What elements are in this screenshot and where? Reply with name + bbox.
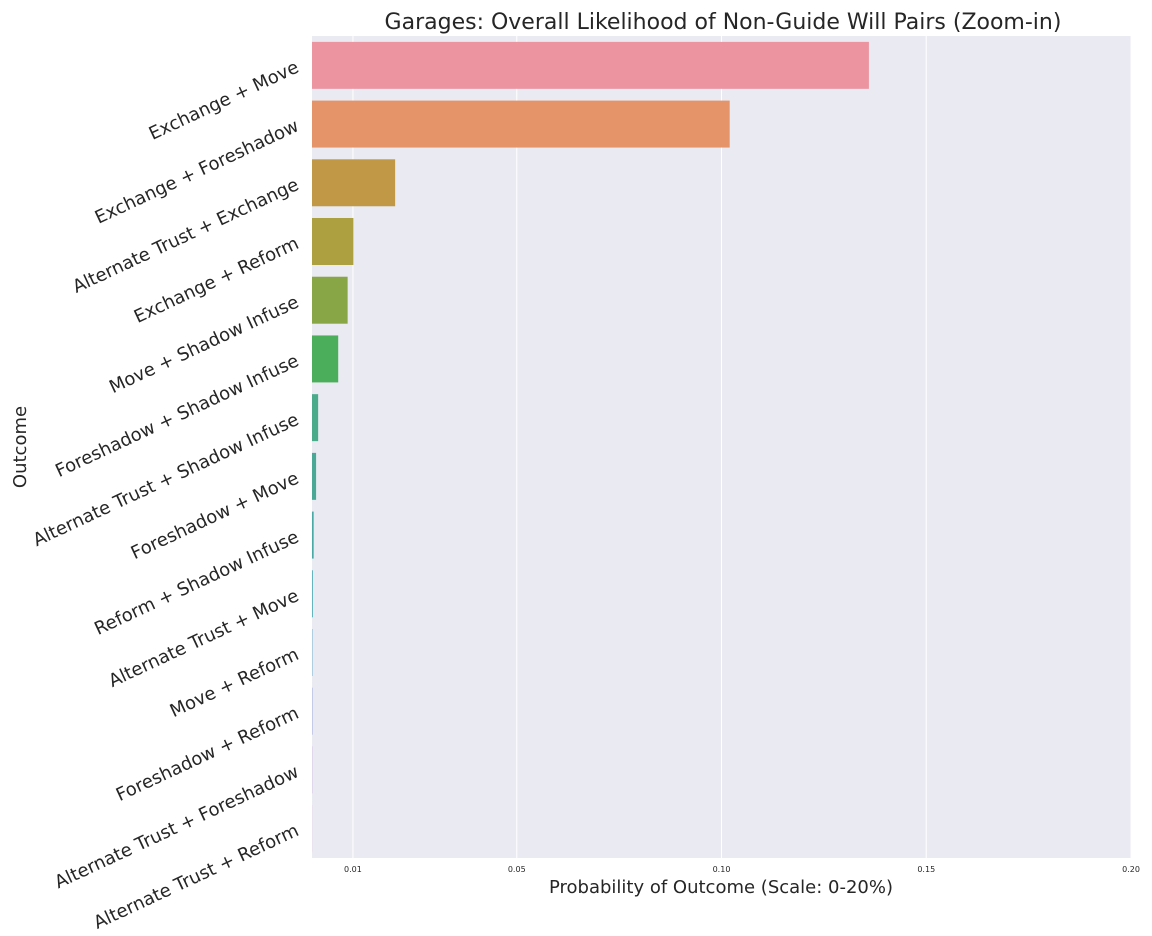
chart-title: Garages: Overall Likelihood of Non-Guide… [385, 10, 1062, 35]
y-tick-label-13: Alternate Trust + Reform [91, 820, 303, 934]
y-tick-label-1: Exchange + Foreshadow [92, 116, 302, 229]
y-tick-label-2: Alternate Trust + Exchange [69, 174, 302, 297]
bar-2 [312, 159, 396, 207]
bar-0 [312, 41, 869, 89]
x-tick-label-4: 0.20 [1122, 865, 1140, 874]
bars [312, 41, 869, 853]
bar-6 [312, 394, 319, 442]
y-tick-label-8: Reform + Shadow Infuse [91, 527, 302, 640]
bar-9 [312, 570, 313, 618]
x-tick-label-1: 0.05 [508, 865, 526, 874]
bar-8 [312, 511, 314, 559]
bar-1 [312, 100, 730, 148]
x-tick-label-3: 0.15 [917, 865, 935, 874]
x-tick-label-0: 0.01 [344, 865, 362, 874]
x-tick-labels: 0.01 0.05 0.10 0.15 0.20 [344, 865, 1140, 874]
bar-4 [312, 276, 348, 324]
bar-7 [312, 452, 317, 500]
y-axis-label: Outcome [10, 406, 31, 488]
bar-5 [312, 335, 339, 383]
y-tick-label-5: Foreshadow + Shadow Infuse [52, 350, 302, 481]
x-axis-label: Probability of Outcome (Scale: 0-20%) [549, 877, 893, 898]
x-tick-label-2: 0.10 [713, 865, 731, 874]
bar-3 [312, 218, 354, 265]
